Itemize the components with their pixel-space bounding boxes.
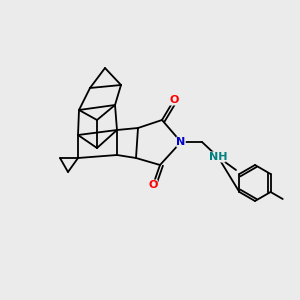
FancyBboxPatch shape	[148, 179, 158, 191]
FancyBboxPatch shape	[176, 136, 186, 148]
Text: O: O	[148, 180, 158, 190]
Text: N: N	[176, 137, 186, 147]
FancyBboxPatch shape	[169, 94, 179, 106]
Text: O: O	[169, 95, 179, 105]
Text: NH: NH	[209, 152, 227, 162]
FancyBboxPatch shape	[211, 152, 226, 163]
